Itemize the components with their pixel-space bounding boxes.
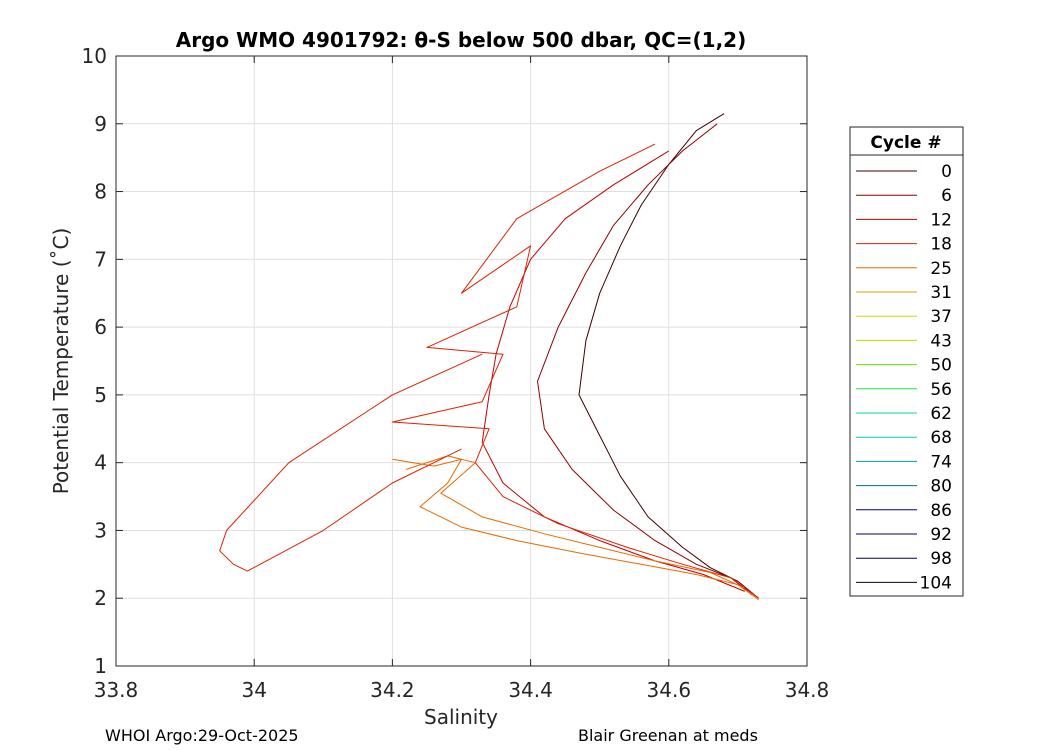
x-tick-label: 34.2 — [370, 678, 415, 702]
legend: Cycle # 0 6 12 18 25 31 37 43 50 56 62 68 74 80 86 92 98… — [849, 126, 964, 597]
legend-label: 68 — [930, 428, 952, 448]
legend-label: 80 — [930, 477, 952, 497]
x-axis-label: Salinity — [424, 705, 498, 729]
legend-label: 92 — [930, 525, 952, 545]
legend-label: 6 — [941, 186, 952, 206]
y-tick-label: 6 — [94, 315, 107, 339]
legend-label: 12 — [930, 210, 952, 230]
series-line — [219, 353, 483, 572]
legend-label: 86 — [930, 501, 952, 521]
legend-items: 0 6 12 18 25 31 37 43 50 56 62 68 74 80 86 92 98 104 — [856, 162, 952, 593]
series-line — [481, 150, 745, 592]
series-line — [537, 123, 753, 596]
legend-box — [849, 126, 964, 597]
y-tick-label: 7 — [94, 247, 107, 271]
legend-label: 104 — [920, 573, 952, 593]
legend-label: 62 — [930, 404, 952, 424]
x-tick-label: 34.6 — [647, 678, 692, 702]
legend-label: 18 — [930, 235, 952, 255]
series-group — [219, 113, 759, 601]
x-tick-label: 34.4 — [508, 678, 553, 702]
y-ticks: 1 2 3 4 5 6 7 8 9 10 — [82, 44, 807, 678]
x-tick-label: 34 — [241, 678, 266, 702]
y-axis-label: Potential Temperature (˚C) — [49, 228, 73, 495]
series-line — [578, 113, 759, 599]
y-tick-label: 10 — [82, 44, 107, 68]
series-line — [406, 455, 746, 589]
x-tick-label: 33.8 — [94, 678, 139, 702]
footer-right: Blair Greenan at meds — [578, 726, 758, 745]
legend-label: 50 — [930, 356, 952, 376]
legend-label: 25 — [930, 259, 952, 279]
y-tick-label: 3 — [94, 518, 107, 542]
legend-title: Cycle # — [870, 133, 941, 153]
y-tick-label: 1 — [94, 654, 107, 678]
y-tick-label: 4 — [94, 451, 107, 475]
legend-label: 56 — [930, 380, 952, 400]
y-tick-label: 2 — [94, 586, 107, 610]
legend-label: 43 — [930, 331, 952, 351]
legend-label: 0 — [941, 162, 952, 182]
y-tick-label: 5 — [94, 383, 107, 407]
legend-label: 74 — [930, 452, 952, 472]
plot-frame — [115, 55, 808, 667]
legend-label: 31 — [930, 283, 952, 303]
grid-lines — [115, 55, 808, 667]
series-line — [391, 143, 759, 599]
chart-title: Argo WMO 4901792: θ-S below 500 dbar, QC… — [176, 28, 746, 52]
legend-label: 98 — [930, 549, 952, 569]
series-line — [392, 458, 759, 601]
footer-left: WHOI Argo:29-Oct-2025 — [105, 726, 299, 745]
y-tick-label: 8 — [94, 180, 107, 204]
y-tick-label: 9 — [94, 112, 107, 136]
plot-background — [116, 56, 807, 666]
legend-label: 37 — [930, 307, 952, 327]
x-tick-label: 34.8 — [785, 678, 830, 702]
x-ticks: 33.8 34 34.2 34.4 34.6 34.8 — [94, 56, 830, 702]
